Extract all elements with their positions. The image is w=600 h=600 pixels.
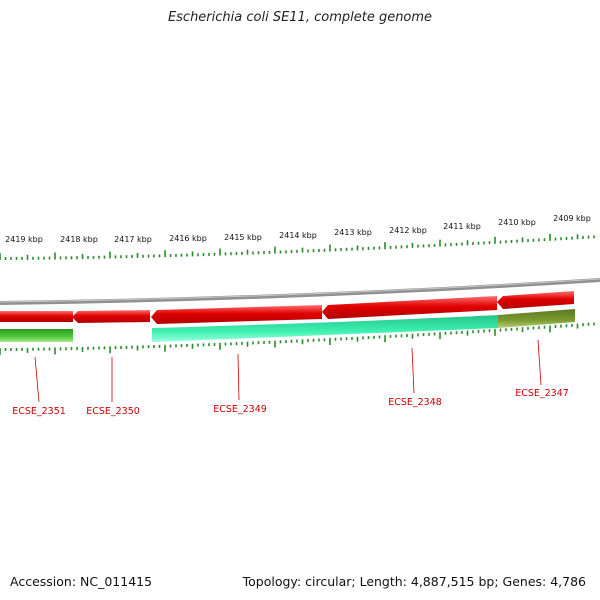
scale-label: 2414 kbp <box>279 231 317 240</box>
scale-label: 2412 kbp <box>389 226 427 235</box>
scale-label: 2418 kbp <box>60 235 98 244</box>
scale-label: 2409 kbp <box>553 214 591 223</box>
scale-label: 2415 kbp <box>224 233 262 242</box>
gene-label[interactable]: ECSE_2350 <box>86 406 140 417</box>
gene-label[interactable]: ECSE_2348 <box>388 397 442 408</box>
genome-title: Escherichia coli SE11, complete genome <box>167 10 433 25</box>
gene-arrow-ecse-2350[interactable] <box>72 310 150 323</box>
gene-label[interactable]: ECSE_2351 <box>12 406 66 417</box>
gene-block-ecse-2347[interactable] <box>498 309 575 328</box>
gene-leader-ecse-2351 <box>34 356 40 403</box>
lower-tick-row <box>0 322 595 355</box>
gene-label[interactable]: ECSE_2347 <box>515 388 569 399</box>
genome-backbone <box>0 278 600 305</box>
gene-leader-ecse-2347 <box>537 339 542 386</box>
scale-label: 2410 kbp <box>498 218 536 227</box>
scale-label: 2416 kbp <box>169 234 207 243</box>
gene-block-ecse-2349-2348[interactable] <box>152 315 498 342</box>
accession-text: Accession: NC_011415 <box>10 574 153 589</box>
gene-leader-ecse-2348 <box>411 347 415 394</box>
gene-arrow-ecse-2351-forward[interactable] <box>0 311 73 322</box>
scale-label: 2417 kbp <box>114 235 152 244</box>
upper-tick-row <box>0 233 595 260</box>
gene-arrow-ecse-2348[interactable] <box>322 296 497 319</box>
gene-arrow-ecse-2349[interactable] <box>151 305 322 324</box>
scale-label: 2411 kbp <box>443 222 481 231</box>
gene-label[interactable]: ECSE_2349 <box>213 404 267 415</box>
genome-summary-text: Topology: circular; Length: 4,887,515 bp… <box>242 574 586 589</box>
scale-labels: 2419 kbp 2418 kbp 2417 kbp 2416 kbp 2415 kbp… <box>5 214 591 244</box>
scale-label: 2413 kbp <box>334 228 372 237</box>
gene-block-ecse-2351[interactable] <box>0 329 73 342</box>
gene-leader-ecse-2349 <box>237 353 240 401</box>
scale-label: 2419 kbp <box>5 235 43 244</box>
gene-arrow-ecse-2347[interactable] <box>497 291 574 309</box>
